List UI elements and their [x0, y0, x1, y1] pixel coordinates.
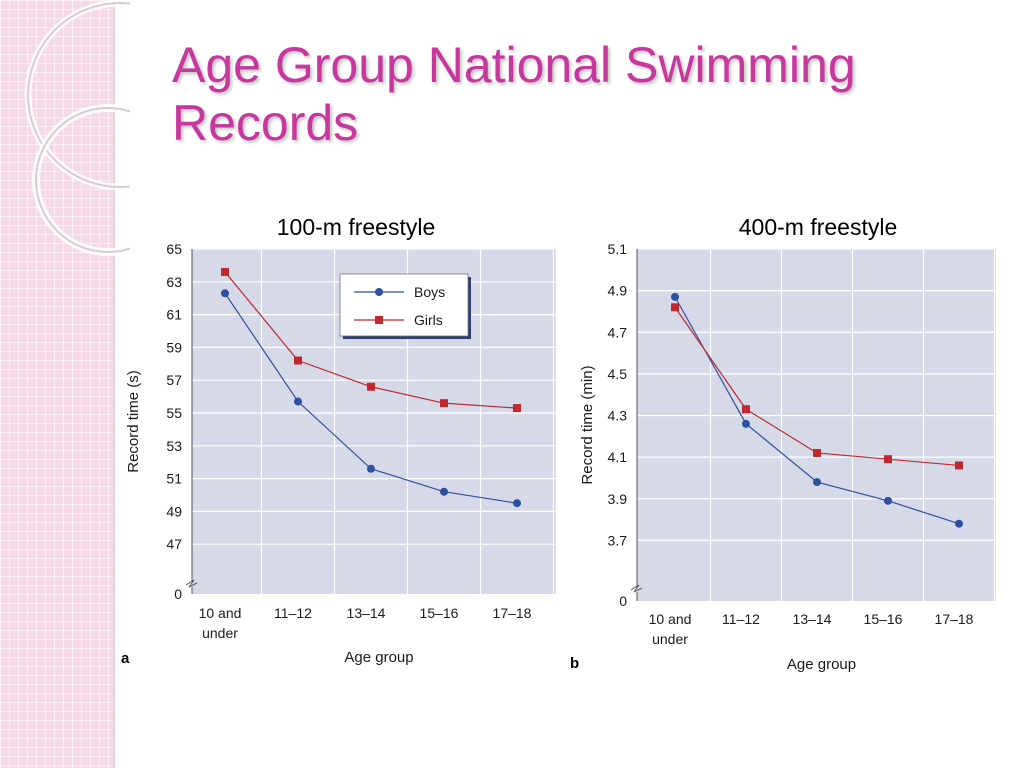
y-tick-label: 47	[166, 536, 182, 552]
y-axis-title: Record time (s)	[125, 370, 142, 473]
slide-title: Age Group National Swimming Records	[172, 37, 856, 151]
x-tick-label: under	[652, 631, 688, 647]
y-tick-label: 57	[166, 372, 182, 388]
data-point-boys	[742, 419, 750, 428]
y-tick-label: 4.9	[608, 283, 628, 299]
y-tick-label: 61	[166, 307, 182, 323]
y-tick-label: 49	[166, 503, 182, 519]
x-tick-label: 11–12	[274, 605, 312, 621]
x-tick-label: 10 and	[649, 611, 692, 627]
x-tick-label: 13–14	[793, 611, 832, 627]
y-tick-label: 0	[174, 586, 182, 602]
plot-area	[637, 249, 996, 601]
data-point-girls	[513, 404, 521, 413]
chart-400m-freestyle: 0 3.7 3.9 4.1 4.3 4.5 4.7 4.9 5.1 10 and under 11–1…	[570, 241, 996, 673]
data-point-girls	[742, 405, 750, 414]
data-point-girls	[367, 382, 375, 391]
x-tick-label: under	[202, 625, 238, 641]
data-point-girls	[884, 455, 892, 464]
x-tick-label: 17–18	[935, 611, 974, 627]
chart-title-400m: 400-m freestyle	[738, 214, 898, 240]
data-point-girls	[294, 356, 302, 365]
y-tick-label: 55	[166, 405, 182, 421]
data-point-boys	[955, 519, 963, 528]
panel-letter: b	[570, 655, 579, 672]
data-point-girls	[671, 303, 679, 312]
data-point-boys	[884, 496, 892, 505]
y-axis-title: Record time (min)	[579, 365, 596, 484]
chart-100m-freestyle: 0 47 49 51 53 55 57 59 61 63 65 10 and under 11–12 13–…	[121, 241, 556, 667]
x-tick-label: 15–16	[864, 611, 903, 627]
legend-marker-boys	[375, 288, 383, 296]
y-tick-label: 59	[166, 339, 182, 355]
legend-label: Boys	[414, 284, 445, 300]
x-axis-title: Age group	[344, 649, 413, 666]
y-tick-label: 51	[166, 471, 182, 487]
x-tick-label: 17–18	[493, 605, 532, 621]
x-tick-label: 13–14	[347, 605, 386, 621]
data-point-boys	[813, 478, 821, 487]
y-tick-label: 4.7	[608, 324, 628, 340]
y-tick-label: 4.1	[608, 449, 628, 465]
y-tick-label: 4.5	[608, 366, 628, 382]
data-point-girls	[221, 267, 229, 276]
legend-marker-girls	[375, 316, 383, 324]
legend-label: Girls	[414, 312, 443, 328]
y-tick-label: 65	[166, 241, 182, 257]
y-tick-label: 5.1	[608, 241, 628, 257]
data-point-boys	[440, 487, 448, 496]
y-tick-label: 4.3	[608, 408, 628, 424]
y-tick-label: 53	[166, 438, 182, 454]
data-point-girls	[440, 399, 448, 408]
x-tick-label: 11–12	[722, 611, 760, 627]
data-point-boys	[513, 499, 521, 508]
data-point-boys	[367, 464, 375, 473]
axis-break-mark	[630, 584, 643, 593]
x-axis-title: Age group	[787, 656, 856, 673]
chart-title-100m: 100-m freestyle	[276, 214, 436, 240]
legend-box	[339, 273, 469, 337]
legend: Boys Girls	[339, 273, 471, 339]
data-point-boys	[671, 292, 679, 301]
data-point-boys	[221, 289, 229, 298]
y-tick-label: 3.9	[608, 491, 628, 507]
x-tick-label: 10 and	[199, 605, 242, 621]
axis-break-mark	[185, 579, 198, 588]
x-tick-label: 15–16	[420, 605, 459, 621]
data-point-boys	[294, 397, 302, 406]
y-tick-label: 63	[166, 274, 182, 290]
y-tick-label: 3.7	[608, 532, 628, 548]
y-tick-label: 0	[619, 593, 627, 609]
data-point-girls	[955, 461, 963, 470]
panel-letter: a	[121, 650, 130, 667]
decorative-circles	[24, 0, 130, 256]
data-point-girls	[813, 448, 821, 457]
